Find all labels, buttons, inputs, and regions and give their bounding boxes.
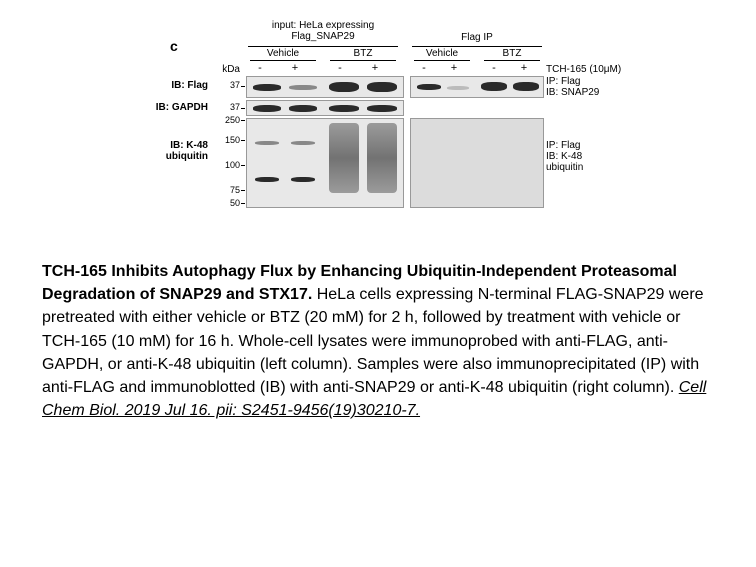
band xyxy=(253,105,281,112)
band xyxy=(291,177,315,182)
pm-1: - xyxy=(250,62,270,74)
band xyxy=(417,84,441,90)
kda-label: kDa xyxy=(140,64,240,75)
band xyxy=(289,105,317,112)
cond-line-2 xyxy=(330,60,396,61)
band xyxy=(291,141,315,145)
blot-input-gapdh xyxy=(246,100,404,116)
cond-btz-1: BTZ xyxy=(328,48,398,59)
mw-gapdh: 37 xyxy=(216,102,240,112)
band xyxy=(255,177,279,182)
blot-ip-k48 xyxy=(410,118,544,208)
mw-flag: 37 xyxy=(216,80,240,90)
pm-8: + xyxy=(514,62,534,74)
header-line-input xyxy=(248,46,398,47)
smear xyxy=(329,123,359,193)
western-blot-figure: c input: HeLa expressing Flag_SNAP29 Fla… xyxy=(130,20,620,230)
blot-ip-snap29 xyxy=(410,76,544,98)
pm-5: - xyxy=(414,62,434,74)
band xyxy=(253,84,281,91)
band xyxy=(329,105,359,112)
cond-line-1 xyxy=(250,60,316,61)
smear xyxy=(367,123,397,193)
band xyxy=(447,86,469,90)
cond-vehicle-2: Vehicle xyxy=(412,48,472,59)
tick-100 xyxy=(241,165,245,166)
blot-input-k48 xyxy=(246,118,404,208)
tick-50 xyxy=(241,203,245,204)
mw-100: 100 xyxy=(216,160,240,170)
pm-6: + xyxy=(444,62,464,74)
cond-line-4 xyxy=(484,60,540,61)
annot-tch: TCH-165 (10μM) xyxy=(546,64,636,75)
band xyxy=(513,82,539,91)
cond-btz-2: BTZ xyxy=(482,48,542,59)
ib-k48-label: IB: K-48 ubiquitin xyxy=(128,140,208,162)
ib-flag-label: IB: Flag xyxy=(128,80,208,91)
figure-caption: TCH-165 Inhibits Autophagy Flux by Enhan… xyxy=(42,260,714,422)
pm-2: + xyxy=(285,62,305,74)
pm-4: + xyxy=(365,62,385,74)
blot-input-flag xyxy=(246,76,404,98)
tick-75 xyxy=(241,190,245,191)
annot-ib-k48: IB: K-48 ubiquitin xyxy=(546,151,636,173)
annot-ip-flag2: IP: Flag xyxy=(546,140,636,151)
annot-ip-flag: IP: Flag xyxy=(546,76,636,87)
tick-250 xyxy=(241,120,245,121)
cond-vehicle-1: Vehicle xyxy=(248,48,318,59)
mw-150: 150 xyxy=(216,135,240,145)
pm-7: - xyxy=(484,62,504,74)
band xyxy=(481,82,507,91)
tick-gapdh xyxy=(241,108,245,109)
mw-250: 250 xyxy=(216,115,240,125)
band xyxy=(367,105,397,112)
band xyxy=(289,85,317,90)
panel-letter: c xyxy=(170,38,178,54)
mw-50: 50 xyxy=(216,198,240,208)
tick-flag xyxy=(241,86,245,87)
annot-ib-snap29: IB: SNAP29 xyxy=(546,87,636,98)
mw-75: 75 xyxy=(216,185,240,195)
ib-gapdh-label: IB: GAPDH xyxy=(128,102,208,113)
band xyxy=(329,82,359,92)
header-input: input: HeLa expressing Flag_SNAP29 xyxy=(248,20,398,42)
pm-3: - xyxy=(330,62,350,74)
tick-150 xyxy=(241,140,245,141)
cond-line-3 xyxy=(414,60,470,61)
band xyxy=(255,141,279,145)
header-ip: Flag IP xyxy=(412,32,542,43)
header-line-ip xyxy=(412,46,542,47)
band xyxy=(367,82,397,92)
